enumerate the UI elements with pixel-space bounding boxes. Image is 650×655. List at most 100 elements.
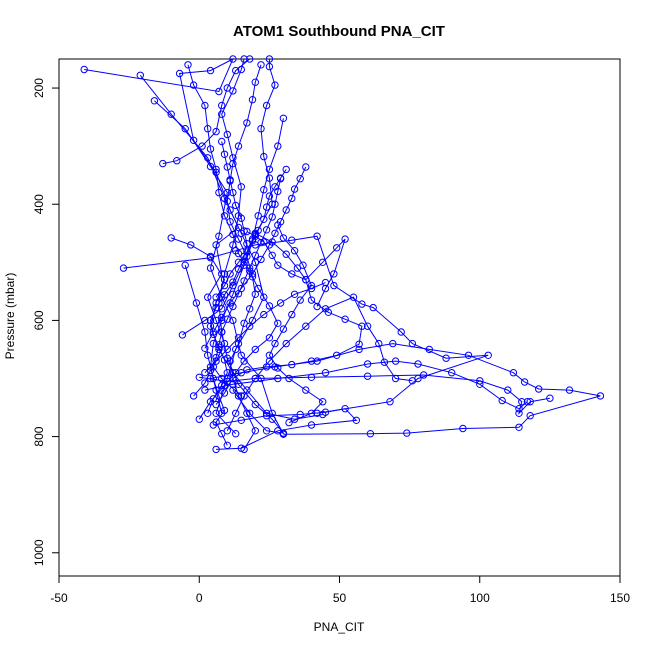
data-point xyxy=(341,405,349,413)
data-point xyxy=(204,351,212,359)
data-point xyxy=(212,316,220,325)
data-point xyxy=(341,235,349,243)
data-point xyxy=(181,125,189,133)
data-point xyxy=(262,203,271,211)
data-point xyxy=(201,369,209,377)
data-point xyxy=(288,194,296,203)
data-point xyxy=(268,238,276,246)
data-point xyxy=(209,339,218,348)
data-point xyxy=(234,223,243,232)
data-point xyxy=(229,188,237,197)
data-point xyxy=(201,386,209,394)
data-point xyxy=(262,427,271,435)
series-line xyxy=(255,232,346,307)
data-point xyxy=(288,310,296,319)
data-point xyxy=(234,142,243,150)
data-point xyxy=(420,371,428,379)
data-point xyxy=(274,374,282,383)
data-point xyxy=(358,300,366,308)
data-point xyxy=(195,415,204,423)
data-point xyxy=(265,302,274,310)
data-point xyxy=(226,206,234,214)
data-point xyxy=(262,101,271,110)
data-point xyxy=(271,339,279,348)
data-point xyxy=(268,251,276,260)
data-point xyxy=(218,101,226,110)
data-point xyxy=(229,302,237,311)
data-point xyxy=(265,334,274,342)
y-axis-label: Pressure (mbar) xyxy=(3,273,17,360)
data-point xyxy=(265,192,274,200)
data-point xyxy=(223,163,232,171)
data-point xyxy=(262,363,271,371)
data-point xyxy=(229,290,237,298)
data-point xyxy=(302,322,310,330)
data-point xyxy=(260,152,268,161)
data-point xyxy=(262,409,271,417)
data-point xyxy=(212,445,220,454)
data-point xyxy=(276,175,285,183)
chart-title: ATOM1 Southbound PNA_CIT xyxy=(233,23,445,40)
data-point xyxy=(223,345,232,354)
data-point xyxy=(159,159,167,168)
data-point xyxy=(215,188,223,197)
data-point xyxy=(223,130,232,139)
data-point xyxy=(251,345,260,354)
series-layer xyxy=(80,55,605,454)
data-point xyxy=(355,345,363,354)
data-point xyxy=(290,247,299,255)
data-point xyxy=(209,395,218,403)
series-25 xyxy=(251,229,349,311)
series-12 xyxy=(209,405,360,454)
data-point xyxy=(265,55,274,63)
data-point xyxy=(248,237,257,245)
data-point xyxy=(189,392,198,400)
data-point xyxy=(206,66,215,75)
data-point xyxy=(414,360,422,368)
data-point xyxy=(218,381,226,390)
data-point xyxy=(212,303,220,312)
data-point xyxy=(237,416,246,424)
data-point xyxy=(234,380,243,388)
data-point xyxy=(167,234,175,242)
data-point xyxy=(201,316,209,325)
data-point xyxy=(324,308,332,316)
data-point xyxy=(363,360,372,368)
series-20 xyxy=(201,163,310,352)
data-point xyxy=(187,241,195,249)
data-point xyxy=(209,421,218,429)
data-point xyxy=(333,244,341,252)
data-point xyxy=(240,277,248,285)
data-point xyxy=(234,265,243,273)
data-point xyxy=(268,213,276,221)
data-point xyxy=(212,293,220,301)
data-point xyxy=(246,55,254,63)
data-point xyxy=(330,281,338,290)
data-point xyxy=(271,200,279,208)
data-point xyxy=(358,322,366,330)
data-point xyxy=(321,369,330,377)
data-point xyxy=(565,386,574,394)
data-point xyxy=(397,328,405,336)
series-line xyxy=(193,178,282,397)
data-point xyxy=(212,165,220,174)
data-point xyxy=(313,302,321,311)
data-point xyxy=(234,339,243,348)
data-point xyxy=(352,416,360,424)
y-axis: 200 400 600 800 1000 xyxy=(32,78,60,566)
data-point xyxy=(307,284,316,293)
series-line xyxy=(204,282,326,374)
data-point xyxy=(223,315,232,323)
data-point xyxy=(243,119,251,127)
data-point xyxy=(150,97,159,105)
data-point xyxy=(240,55,248,63)
data-point xyxy=(307,357,316,365)
data-point xyxy=(218,137,226,146)
data-point xyxy=(229,386,237,394)
data-point xyxy=(515,405,523,413)
data-point xyxy=(257,238,265,247)
data-point xyxy=(375,339,383,348)
data-point xyxy=(285,418,293,427)
data-point xyxy=(206,316,215,325)
